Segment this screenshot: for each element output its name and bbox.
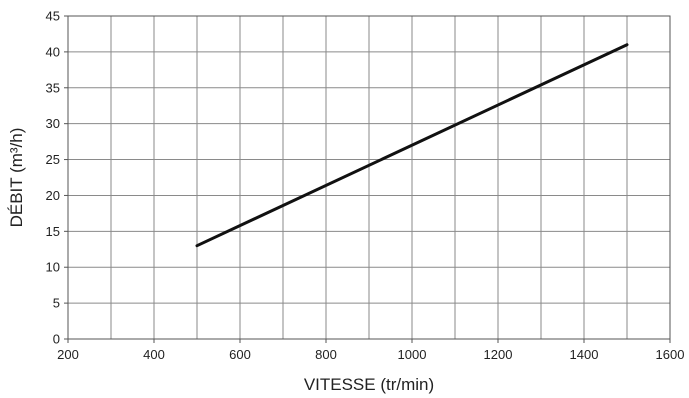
y-tick-label: 15 xyxy=(46,224,60,239)
y-tick-label: 20 xyxy=(46,188,60,203)
x-tick-label: 800 xyxy=(315,347,337,362)
y-tick-label: 30 xyxy=(46,116,60,131)
x-tick-label: 1600 xyxy=(656,347,685,362)
x-tick-label: 1400 xyxy=(570,347,599,362)
ticks: 200 400 600 800 1000 1200 1400 1600 0 5 10 15 20 25 30… xyxy=(46,9,685,363)
x-tick-label: 1200 xyxy=(484,347,513,362)
series-line xyxy=(195,43,629,248)
plot-frame xyxy=(67,15,671,340)
y-tick-label: 10 xyxy=(46,260,60,275)
x-tick-label: 600 xyxy=(229,347,251,362)
y-tick-label: 25 xyxy=(46,152,60,167)
y-tick-label: 40 xyxy=(46,44,60,59)
x-axis-title: VITESSE (tr/min) xyxy=(304,375,434,394)
y-tick-label: 0 xyxy=(53,332,60,347)
y-tick-label: 5 xyxy=(53,296,60,311)
y-tick-label: 45 xyxy=(46,9,60,24)
x-tick-label: 200 xyxy=(57,347,79,362)
x-tick-label: 1000 xyxy=(398,347,427,362)
y-axis-title: DÉBIT (m³/h) xyxy=(7,128,26,228)
series-layer xyxy=(195,43,629,248)
y-tick-label: 35 xyxy=(46,80,60,95)
x-tick-label: 400 xyxy=(143,347,165,362)
grid xyxy=(68,16,670,339)
